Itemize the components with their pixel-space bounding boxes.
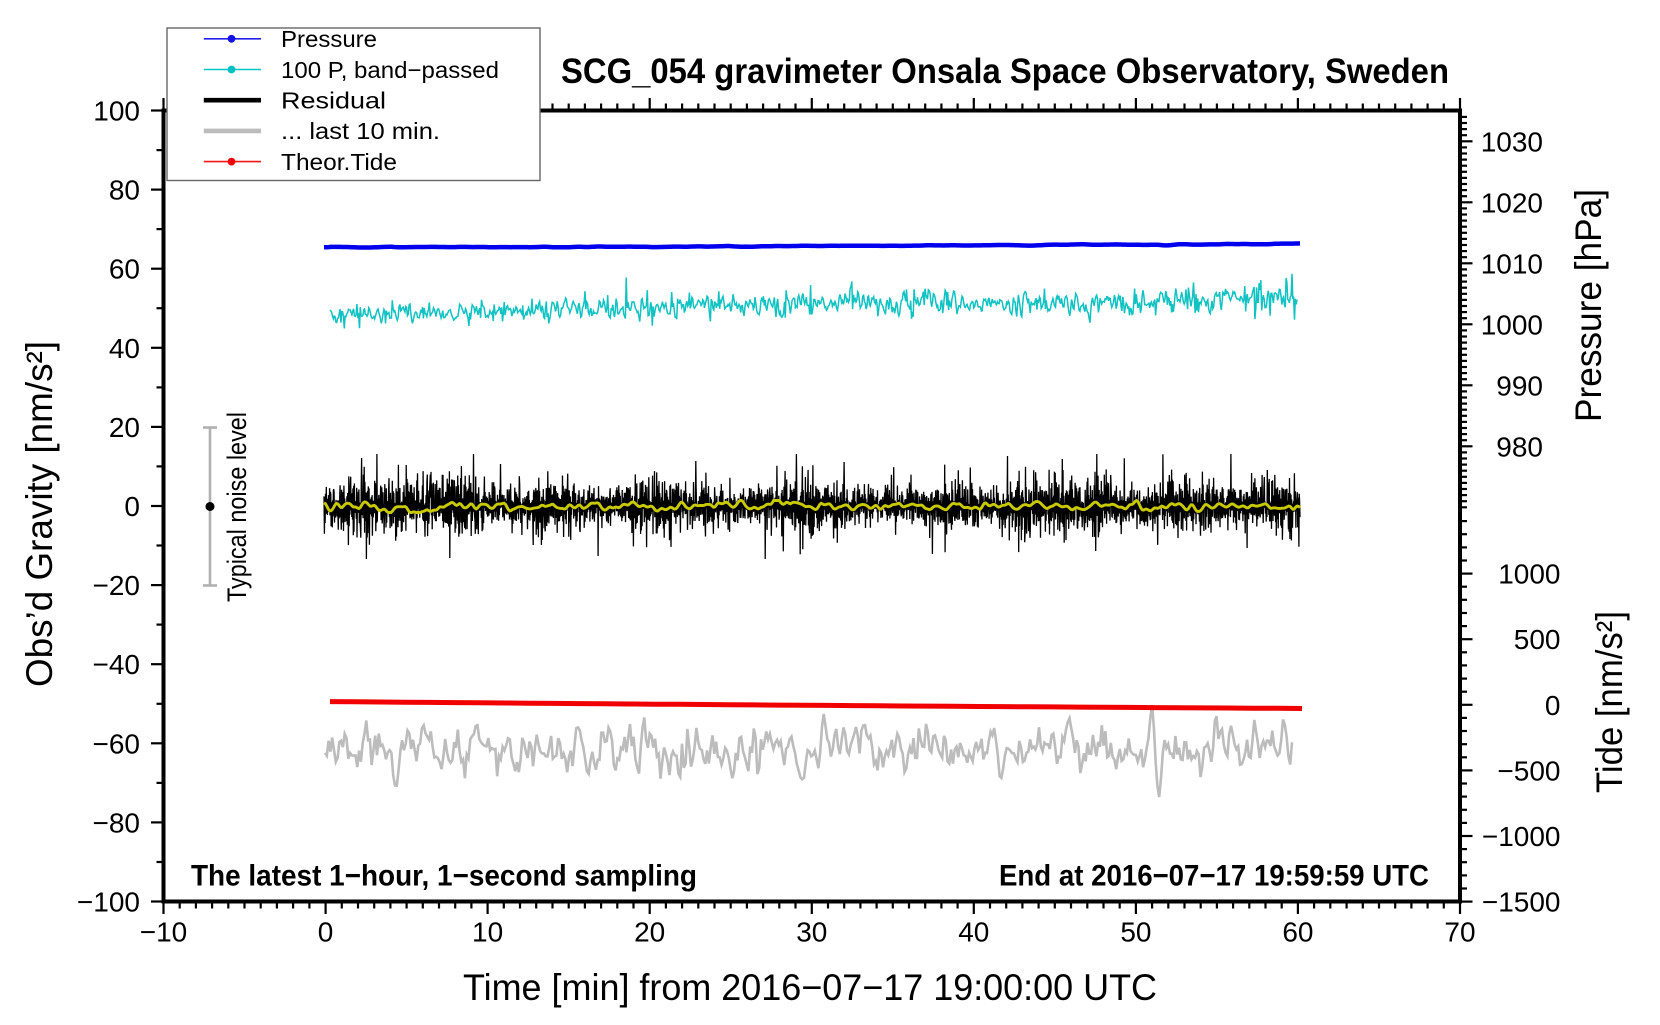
svg-text:1020: 1020: [1481, 187, 1543, 218]
svg-text:−80: −80: [93, 807, 141, 838]
svg-text:Theor.Tide: Theor.Tide: [281, 149, 397, 175]
svg-text:980: 980: [1496, 431, 1543, 462]
svg-text:40: 40: [109, 333, 140, 364]
svg-text:80: 80: [109, 175, 140, 206]
svg-text:30: 30: [796, 917, 827, 948]
svg-text:The latest 1−hour, 1−second sa: The latest 1−hour, 1−second sampling: [191, 860, 697, 893]
svg-text:Tide [nm/s²]: Tide [nm/s²]: [1589, 611, 1630, 793]
svg-text:100: 100: [93, 96, 140, 127]
svg-text:Pressure: Pressure: [281, 26, 377, 52]
svg-text:Residual: Residual: [281, 88, 386, 114]
svg-text:60: 60: [109, 254, 140, 285]
svg-text:20: 20: [109, 412, 140, 443]
svg-text:0: 0: [124, 491, 140, 522]
svg-text:Pressure [hPa]: Pressure [hPa]: [1568, 189, 1609, 422]
svg-text:End at 2016−07−17 19:59:59 UTC: End at 2016−07−17 19:59:59 UTC: [999, 860, 1429, 893]
svg-text:100 P, band−passed: 100 P, band−passed: [281, 57, 499, 83]
svg-text:990: 990: [1496, 370, 1543, 401]
svg-text:−1000: −1000: [1482, 821, 1561, 852]
svg-text:1000: 1000: [1498, 559, 1560, 590]
svg-text:40: 40: [958, 917, 989, 948]
svg-text:1000: 1000: [1481, 309, 1543, 340]
svg-text:−10: −10: [140, 917, 188, 948]
svg-text:−100: −100: [77, 887, 140, 918]
svg-text:−40: −40: [93, 649, 141, 680]
svg-text:Typical noise level: Typical noise level: [222, 412, 252, 602]
svg-text:0: 0: [1545, 690, 1561, 721]
svg-text:1010: 1010: [1481, 248, 1543, 279]
svg-text:−500: −500: [1497, 755, 1560, 786]
svg-text:... last 10 min.: ... last 10 min.: [281, 118, 440, 144]
svg-text:20: 20: [634, 917, 665, 948]
svg-text:1030: 1030: [1481, 126, 1543, 157]
svg-text:−20: −20: [93, 570, 141, 601]
svg-text:60: 60: [1282, 917, 1313, 948]
svg-text:−60: −60: [93, 728, 141, 759]
svg-text:Time [min] from 2016−07−17 19:: Time [min] from 2016−07−17 19:00:00 UTC: [463, 967, 1157, 1008]
svg-text:−1500: −1500: [1482, 887, 1561, 918]
svg-text:0: 0: [318, 917, 334, 948]
svg-text:10: 10: [472, 917, 503, 948]
svg-text:Obs’d Gravity [nm/s²]: Obs’d Gravity [nm/s²]: [19, 341, 60, 687]
svg-text:SCG_054 gravimeter Onsala Spac: SCG_054 gravimeter Onsala Space Observat…: [561, 52, 1449, 91]
svg-text:50: 50: [1120, 917, 1151, 948]
svg-text:70: 70: [1444, 917, 1475, 948]
svg-text:500: 500: [1514, 624, 1561, 655]
